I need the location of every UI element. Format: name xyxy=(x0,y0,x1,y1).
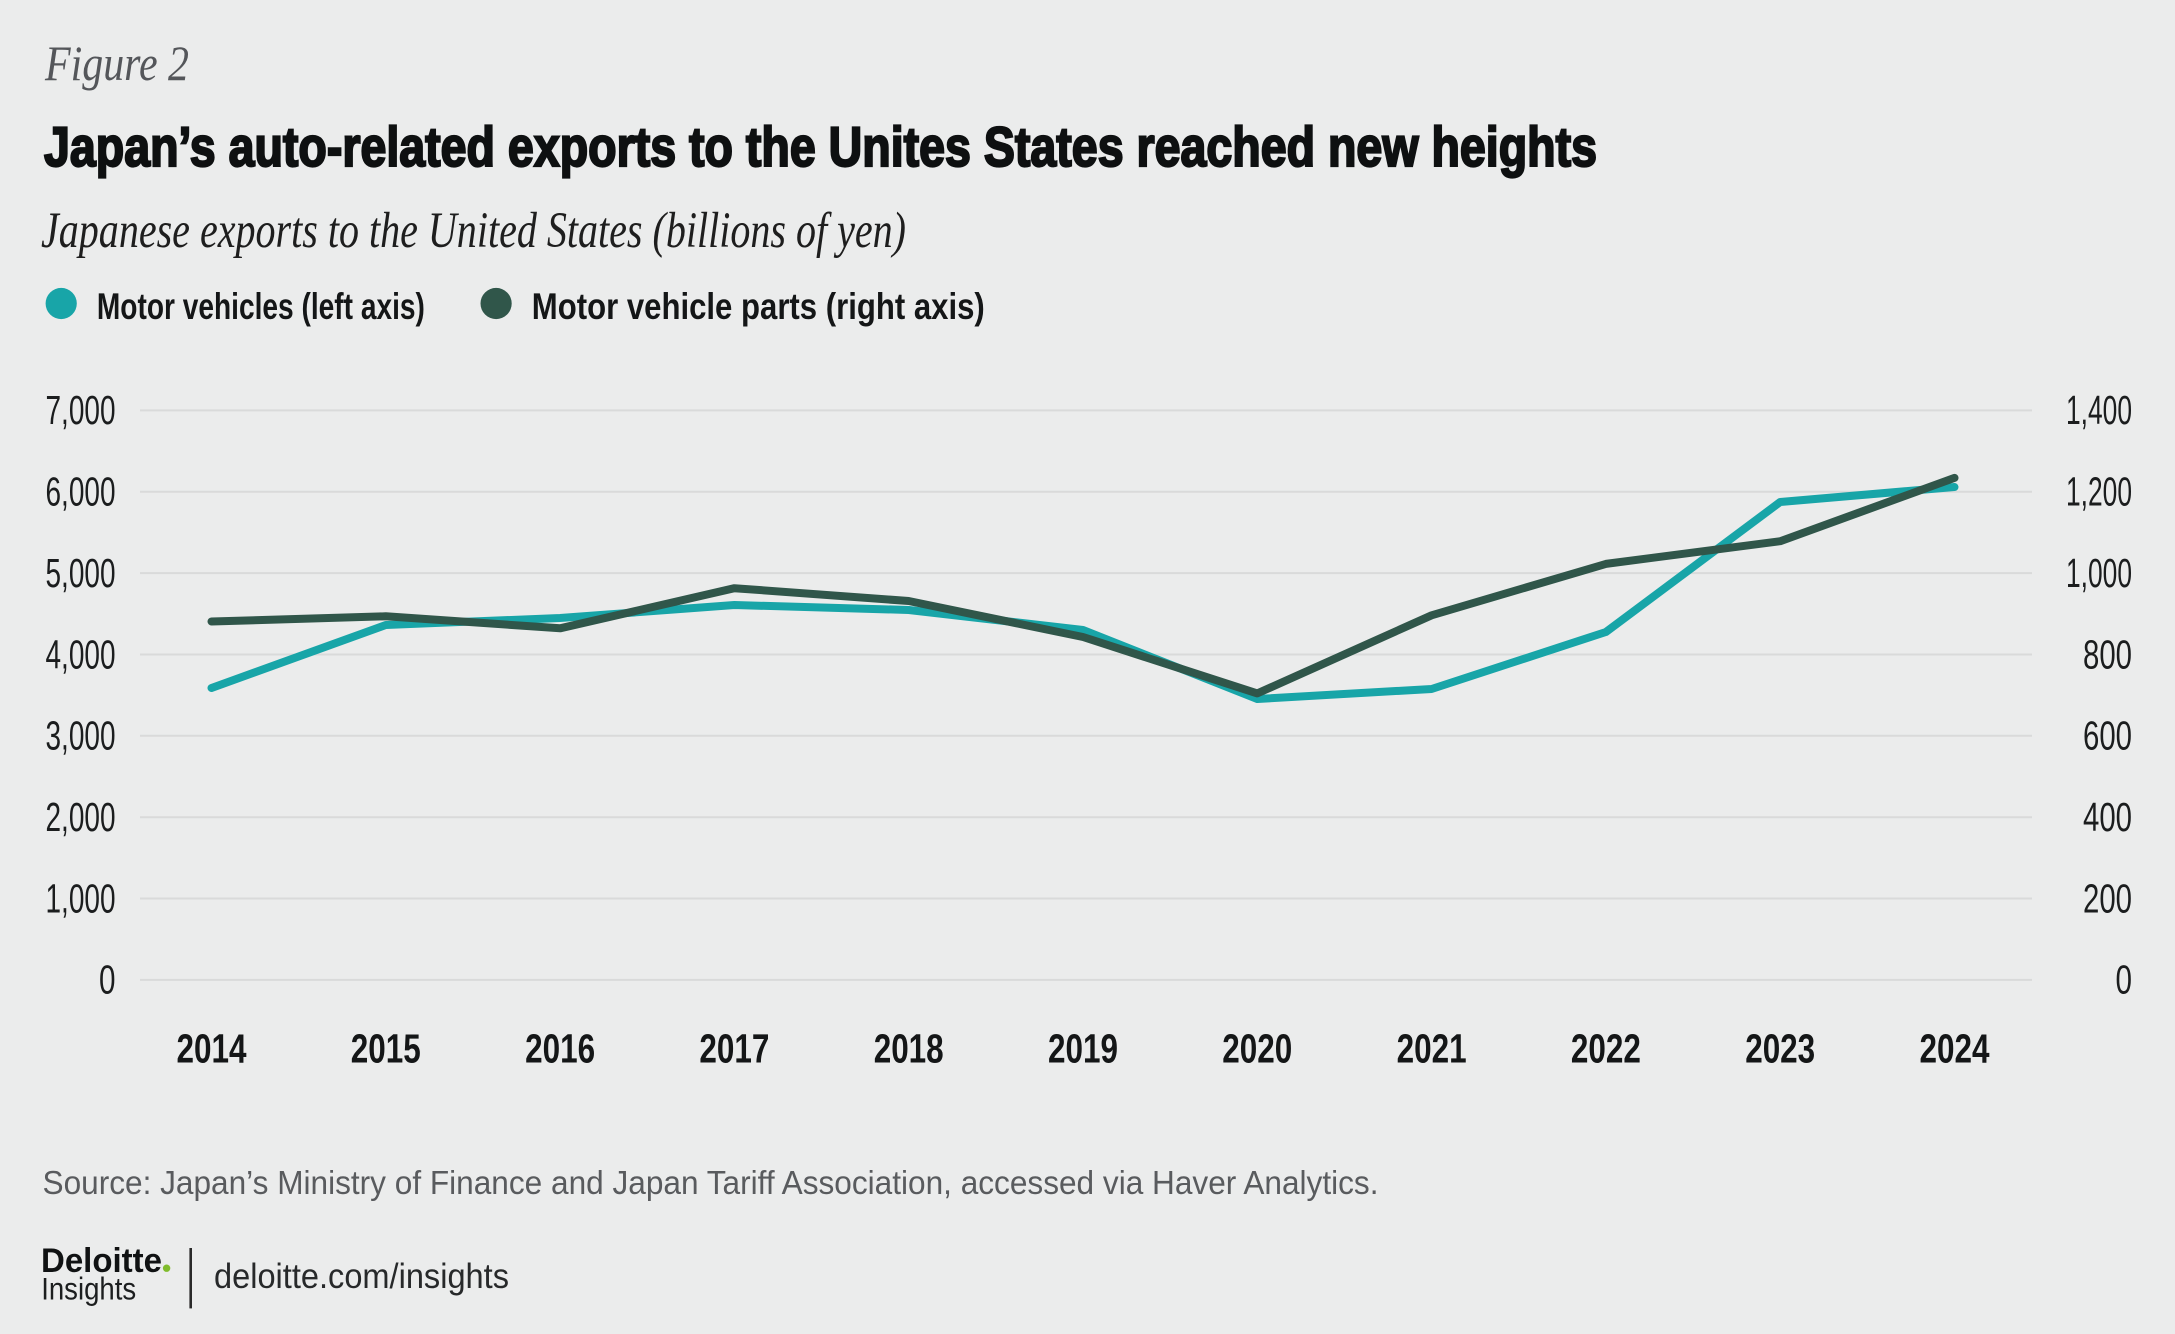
svg-text:Japanese exports to the United: Japanese exports to the United States (b… xyxy=(41,203,906,259)
svg-text:4,000: 4,000 xyxy=(46,631,116,677)
svg-text:3,000: 3,000 xyxy=(46,713,116,759)
svg-text:400: 400 xyxy=(2083,794,2132,840)
svg-text:2022: 2022 xyxy=(1571,1026,1641,1072)
svg-text:Motor vehicles (left axis): Motor vehicles (left axis) xyxy=(97,285,425,327)
svg-text:2023: 2023 xyxy=(1745,1026,1815,1072)
svg-text:7,000: 7,000 xyxy=(46,387,116,433)
svg-text:2020: 2020 xyxy=(1222,1026,1292,1072)
svg-text:2015: 2015 xyxy=(351,1026,421,1072)
svg-text:2016: 2016 xyxy=(525,1026,595,1072)
svg-text:Insights: Insights xyxy=(41,1270,136,1306)
svg-text:0: 0 xyxy=(99,957,116,1003)
svg-text:2,000: 2,000 xyxy=(46,794,116,840)
svg-text:800: 800 xyxy=(2083,631,2132,677)
svg-text:1,000: 1,000 xyxy=(2066,550,2132,596)
svg-text:2018: 2018 xyxy=(874,1026,944,1072)
svg-text:deloitte.com/insights: deloitte.com/insights xyxy=(214,1256,509,1296)
svg-text:2021: 2021 xyxy=(1397,1026,1467,1072)
svg-text:2024: 2024 xyxy=(1920,1026,1990,1072)
svg-text:1,400: 1,400 xyxy=(2066,387,2132,433)
svg-text:Japan’s auto-related exports t: Japan’s auto-related exports to the Unit… xyxy=(44,115,1597,178)
svg-text:Figure 2: Figure 2 xyxy=(44,35,189,91)
svg-text:0: 0 xyxy=(2116,957,2133,1003)
svg-text:6,000: 6,000 xyxy=(46,469,116,515)
svg-text:2014: 2014 xyxy=(177,1026,247,1072)
svg-text:600: 600 xyxy=(2083,713,2132,759)
svg-text:1,200: 1,200 xyxy=(2066,469,2132,515)
svg-text:1,000: 1,000 xyxy=(46,875,116,921)
svg-text:2017: 2017 xyxy=(699,1026,769,1072)
svg-text:200: 200 xyxy=(2083,875,2132,921)
svg-text:5,000: 5,000 xyxy=(46,550,116,596)
svg-text:Motor vehicle parts (right axi: Motor vehicle parts (right axis) xyxy=(532,285,985,327)
svg-text:Deloitte: Deloitte xyxy=(41,1242,162,1280)
svg-text:Source: Japan’s Ministry of Fi: Source: Japan’s Ministry of Finance and … xyxy=(43,1164,1379,1201)
svg-text:2019: 2019 xyxy=(1048,1026,1118,1072)
